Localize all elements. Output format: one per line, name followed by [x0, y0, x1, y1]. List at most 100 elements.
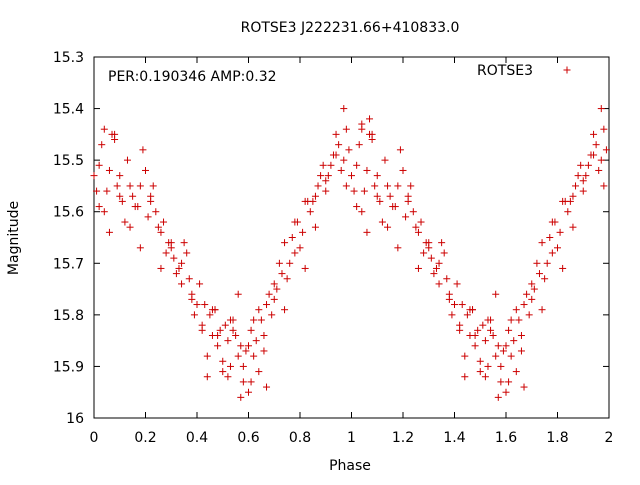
x-tick-label: 0: [90, 430, 99, 446]
data-point: [116, 172, 124, 180]
legend-marker: [563, 66, 571, 74]
data-point: [538, 306, 546, 314]
data-point: [510, 337, 518, 345]
data-point: [201, 301, 209, 309]
data-point: [517, 331, 525, 339]
data-point: [268, 311, 276, 319]
data-point: [368, 130, 376, 138]
data-point: [502, 342, 510, 350]
data-point: [453, 280, 461, 288]
data-point: [358, 208, 366, 216]
data-point: [373, 192, 381, 200]
data-point: [283, 275, 291, 283]
data-point: [350, 187, 358, 195]
data-point: [214, 331, 222, 339]
chart-title: ROTSE3 J222231.66+410833.0: [241, 20, 460, 36]
data-point: [247, 326, 255, 334]
data-point: [402, 213, 410, 221]
data-point: [443, 275, 451, 283]
data-point: [157, 264, 165, 272]
data-point: [590, 130, 598, 138]
data-point: [360, 187, 368, 195]
x-axis-label: Phase: [329, 458, 371, 474]
data-point: [188, 295, 196, 303]
data-point: [484, 362, 492, 370]
data-point: [100, 125, 108, 133]
data-point: [167, 239, 175, 247]
y-axis-ticks: 15.3 15.4 15.5 15.6 15.7 15.8 15.9 16: [53, 50, 609, 427]
data-point: [245, 342, 252, 350]
data-point: [409, 208, 417, 216]
data-point: [517, 347, 525, 355]
data-point: [203, 373, 211, 381]
data-point: [396, 146, 404, 154]
data-point: [193, 301, 201, 309]
data-point: [335, 141, 343, 149]
data-point: [252, 337, 260, 345]
data-point: [255, 306, 263, 314]
data-point: [260, 347, 268, 355]
x-tick-label: 0.8: [289, 430, 311, 446]
data-point: [543, 259, 551, 267]
data-point: [414, 228, 422, 236]
data-point: [342, 182, 350, 190]
x-tick-label: 0.6: [237, 430, 259, 446]
data-point: [432, 264, 440, 272]
data-point: [535, 270, 543, 278]
data-point: [286, 259, 294, 267]
data-point: [458, 301, 466, 309]
data-point: [149, 182, 157, 190]
data-point: [389, 203, 397, 211]
data-point: [270, 295, 278, 303]
data-point: [373, 172, 381, 180]
data-point: [160, 218, 168, 226]
data-point: [219, 368, 227, 376]
data-point: [257, 316, 265, 324]
data-point: [579, 187, 587, 195]
data-point: [440, 249, 448, 257]
data-point: [492, 352, 500, 360]
data-point: [123, 156, 131, 164]
data-point: [311, 223, 319, 231]
y-tick-label: 16: [66, 411, 84, 427]
data-point: [147, 192, 155, 200]
data-point: [226, 362, 234, 370]
data-point: [384, 223, 392, 231]
data-point: [332, 151, 340, 159]
data-point: [590, 151, 598, 159]
data-point: [371, 182, 379, 190]
data-point: [95, 203, 103, 211]
data-point: [273, 285, 281, 293]
data-point: [170, 254, 178, 262]
legend: ROTSE3: [477, 63, 571, 79]
data-point: [136, 182, 144, 190]
data-point: [461, 373, 469, 381]
data-point: [461, 352, 469, 360]
data-point: [353, 161, 361, 169]
data-point: [185, 275, 193, 283]
data-point: [314, 182, 322, 190]
data-point: [435, 280, 443, 288]
data-points: [90, 105, 610, 401]
data-point: [121, 218, 129, 226]
data-point: [481, 373, 489, 381]
data-point: [414, 264, 422, 272]
data-point: [363, 166, 371, 174]
data-point: [520, 301, 528, 309]
y-tick-label: 15.9: [53, 359, 84, 375]
data-point: [281, 239, 289, 247]
data-point: [113, 182, 121, 190]
data-point: [190, 311, 198, 319]
y-axis-label: Magnitude: [6, 201, 22, 275]
data-point: [497, 378, 505, 386]
y-tick-label: 15.6: [53, 205, 84, 221]
data-point: [196, 280, 204, 288]
data-point: [512, 368, 520, 376]
data-point: [474, 326, 482, 334]
data-point: [417, 218, 425, 226]
data-point: [105, 166, 113, 174]
data-point: [597, 105, 605, 113]
data-point: [301, 264, 309, 272]
data-point: [129, 192, 137, 200]
data-point: [306, 208, 314, 216]
